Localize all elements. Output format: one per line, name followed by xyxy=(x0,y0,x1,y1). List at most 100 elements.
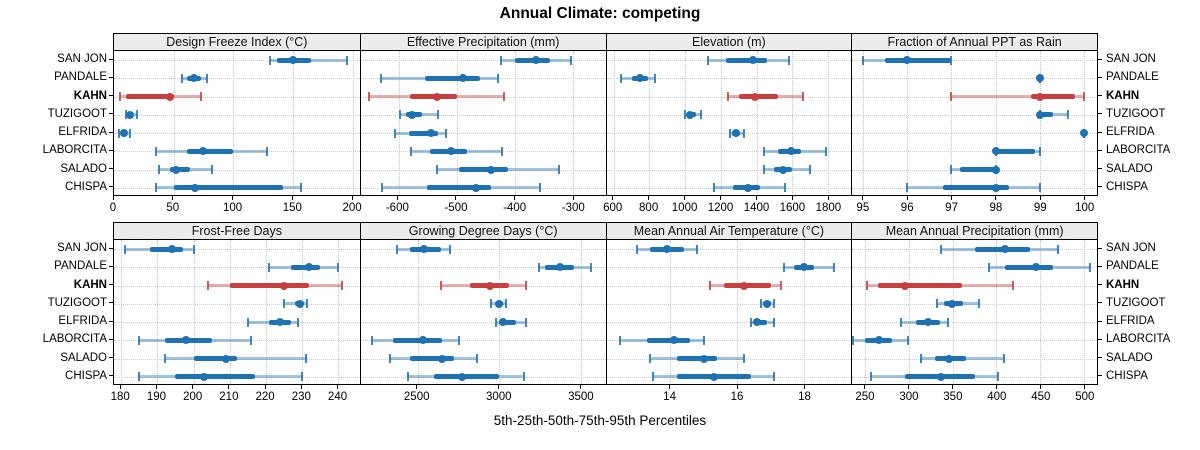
median-dot xyxy=(750,92,759,101)
horizontal-gridline xyxy=(852,358,1097,360)
axis-tick-label: 100 xyxy=(1075,202,1095,214)
whisker-cap xyxy=(389,354,392,364)
panel: Mean Annual Precipitation (mm) xyxy=(851,223,1097,384)
axis-tick-label: 100 xyxy=(222,202,243,214)
median-dot xyxy=(432,92,441,101)
whisker-cap xyxy=(500,146,503,156)
whisker-cap xyxy=(192,244,195,254)
median-dot xyxy=(472,183,481,192)
axis-tick-label: 450 xyxy=(1031,391,1051,403)
whisker-cap xyxy=(117,128,120,138)
median-dot xyxy=(485,281,494,290)
whisker-cap xyxy=(906,183,909,193)
whisker-cap xyxy=(653,73,656,83)
median-dot xyxy=(305,263,314,272)
whisker-cap xyxy=(712,183,715,193)
whisker-cap xyxy=(787,55,790,65)
horizontal-gridline xyxy=(360,114,606,116)
whisker-cap xyxy=(300,372,303,382)
horizontal-gridline xyxy=(852,78,1097,80)
axis-tick-label: 200 xyxy=(342,202,362,214)
plot-area xyxy=(606,51,852,195)
axis-tick xyxy=(720,196,722,200)
median-dot xyxy=(753,318,762,327)
panel: Design Freeze Index (°C) xyxy=(114,34,360,195)
whisker-cap xyxy=(684,110,687,120)
axis-tick xyxy=(580,385,582,389)
plot-area xyxy=(114,51,360,195)
horizontal-gridline xyxy=(606,303,852,305)
whisker-cap xyxy=(304,354,307,364)
horizontal-gridline xyxy=(606,322,852,324)
median-dot xyxy=(991,165,1000,174)
median-dot xyxy=(408,110,417,119)
interquartile-band xyxy=(186,148,234,154)
interquartile-band xyxy=(125,94,174,100)
whisker-cap xyxy=(524,281,527,291)
horizontal-gridline xyxy=(114,267,360,269)
axis-tick-label: -600 xyxy=(385,202,409,214)
panel: Effective Precipitation (mm) xyxy=(359,34,606,195)
vertical-gridline xyxy=(301,240,303,384)
plot-area xyxy=(114,240,360,384)
row-tick-right xyxy=(1098,284,1102,286)
median-dot xyxy=(1079,129,1088,138)
interquartile-band xyxy=(409,356,454,362)
median-dot xyxy=(786,147,795,156)
plot-area xyxy=(360,51,606,195)
axis-tick xyxy=(995,196,997,200)
interquartile-band xyxy=(1030,94,1075,100)
interquartile-band xyxy=(150,246,183,252)
vertical-gridline xyxy=(292,51,294,195)
axis-tick-label: 500 xyxy=(1075,391,1095,403)
axis-tick-label: 240 xyxy=(327,391,348,403)
row-label-left: SALADO xyxy=(60,162,107,175)
horizontal-gridline xyxy=(360,358,606,360)
interquartile-band xyxy=(193,356,237,362)
median-dot xyxy=(1031,263,1040,272)
median-dot xyxy=(119,129,128,138)
vertical-gridline xyxy=(173,51,175,195)
median-dot xyxy=(279,281,288,290)
row-tick-right xyxy=(1098,247,1102,249)
axis-tick-label: 1000 xyxy=(671,202,698,214)
horizontal-gridline xyxy=(852,267,1097,269)
plot-area xyxy=(606,240,852,384)
horizontal-gridline xyxy=(360,267,606,269)
whisker-cap xyxy=(250,335,253,345)
axis-tick-label: 0 xyxy=(109,202,117,214)
whisker-cap xyxy=(395,244,398,254)
whisker-cap xyxy=(950,55,953,65)
horizontal-gridline xyxy=(606,249,852,251)
interquartile-band xyxy=(499,319,516,325)
vertical-gridline xyxy=(907,51,909,195)
interquartile-band xyxy=(173,185,284,191)
axis-tick-label: 400 xyxy=(987,391,1007,403)
axis-tick xyxy=(351,196,353,200)
horizontal-gridline xyxy=(114,322,360,324)
axis-tick xyxy=(572,196,574,200)
horizontal-gridline xyxy=(606,151,852,153)
row-tick-left xyxy=(109,357,113,359)
whisker-cap xyxy=(138,372,141,382)
vertical-gridline xyxy=(338,240,340,384)
interquartile-band xyxy=(726,57,768,63)
row-tick-right xyxy=(1098,95,1102,97)
horizontal-gridline xyxy=(606,358,852,360)
horizontal-gridline xyxy=(360,303,606,305)
interquartile-band xyxy=(170,167,191,173)
axis-tick-label: 3500 xyxy=(568,391,594,403)
horizontal-gridline xyxy=(114,60,360,62)
axis-tick xyxy=(612,196,614,200)
whisker-cap xyxy=(163,354,166,364)
whisker-cap xyxy=(123,244,126,254)
interquartile-band xyxy=(434,374,500,380)
whisker-cap xyxy=(340,281,343,291)
row-label-right: PANDALE xyxy=(1106,260,1159,273)
axis-tick xyxy=(228,385,230,389)
axis-tick-label: 300 xyxy=(899,391,919,403)
whisker-cap xyxy=(619,73,622,83)
median-dot xyxy=(167,245,176,254)
interquartile-band xyxy=(885,57,952,63)
